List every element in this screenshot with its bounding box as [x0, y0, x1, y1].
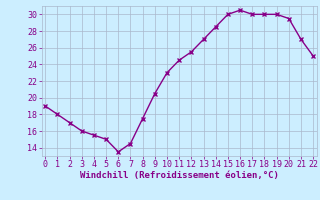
- X-axis label: Windchill (Refroidissement éolien,°C): Windchill (Refroidissement éolien,°C): [80, 171, 279, 180]
